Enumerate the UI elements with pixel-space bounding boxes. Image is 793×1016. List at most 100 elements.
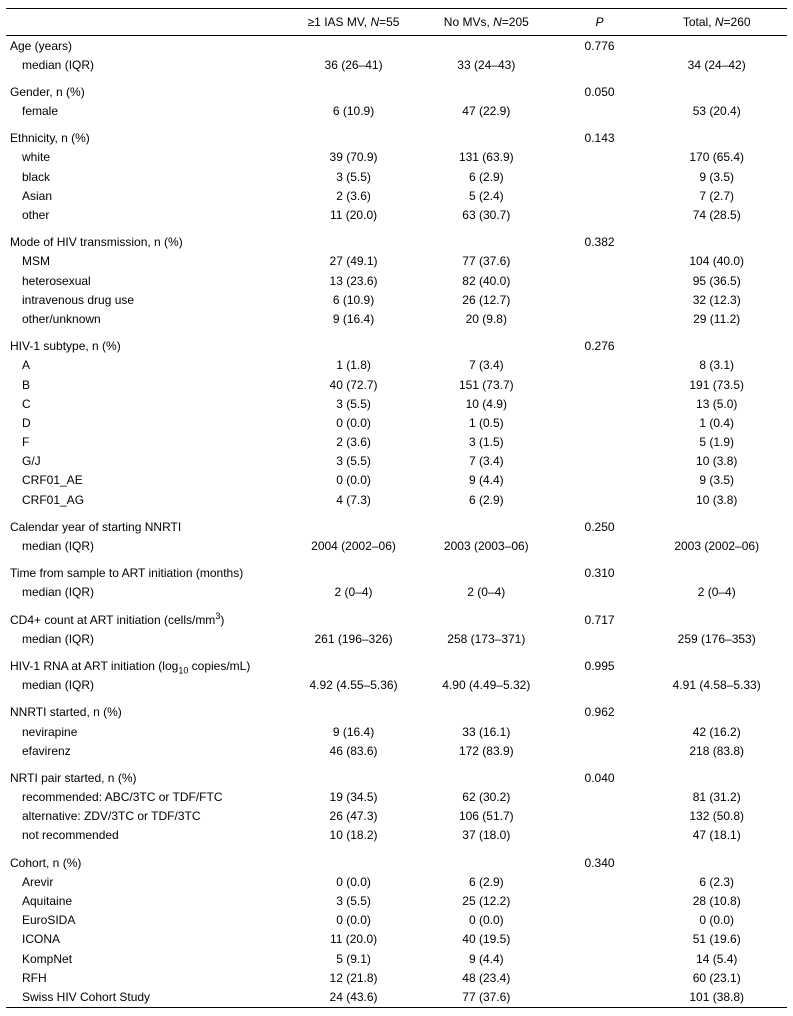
- cell-p: [553, 826, 647, 845]
- cell-total: 6 (2.3): [646, 872, 787, 891]
- section-header: Time from sample to ART initiation (mont…: [6, 564, 787, 583]
- table-row: black3 (5.5)6 (2.9)9 (3.5): [6, 167, 787, 186]
- cell-nomv: 0 (0.0): [420, 911, 553, 930]
- cell-p: [553, 490, 647, 509]
- cell-total: 5 (1.9): [646, 433, 787, 452]
- cell-nomv: 4.90 (4.49–5.32): [420, 676, 553, 695]
- row-label: intravenous drug use: [6, 290, 287, 309]
- table-row: D0 (0.0)1 (0.5)1 (0.4): [6, 413, 787, 432]
- cell-nomv: 9 (4.4): [420, 471, 553, 490]
- cell-mv: 11 (20.0): [287, 930, 420, 949]
- table-row: Swiss HIV Cohort Study24 (43.6)77 (37.6)…: [6, 987, 787, 1007]
- row-label: median (IQR): [6, 676, 287, 695]
- cell: [646, 233, 787, 252]
- row-label: C: [6, 394, 287, 413]
- row-label: other/unknown: [6, 309, 287, 328]
- cell-nomv: 26 (12.7): [420, 290, 553, 309]
- cell: [646, 656, 787, 675]
- cell: [287, 656, 420, 675]
- cell-p: [553, 55, 647, 74]
- cell-mv: 0 (0.0): [287, 872, 420, 891]
- cell-total: 10 (3.8): [646, 490, 787, 509]
- cell-nomv: 77 (37.6): [420, 987, 553, 1007]
- cell-mv: 3 (5.5): [287, 167, 420, 186]
- cell-nomv: 9 (4.4): [420, 949, 553, 968]
- section-label: Time from sample to ART initiation (mont…: [6, 564, 287, 583]
- cell-total: 14 (5.4): [646, 949, 787, 968]
- row-label: median (IQR): [6, 629, 287, 648]
- cell-p: [553, 471, 647, 490]
- row-label: median (IQR): [6, 537, 287, 556]
- cell-mv: 12 (21.8): [287, 968, 420, 987]
- cell-total: 7 (2.7): [646, 186, 787, 205]
- row-label: Asian: [6, 186, 287, 205]
- cell-total: 95 (36.5): [646, 271, 787, 290]
- cell-total: 0 (0.0): [646, 911, 787, 930]
- table-row: white39 (70.9)131 (63.9)170 (65.4): [6, 148, 787, 167]
- cell-mv: 4 (7.3): [287, 490, 420, 509]
- table-row: A1 (1.8)7 (3.4)8 (3.1): [6, 356, 787, 375]
- table-row: Aquitaine3 (5.5)25 (12.2)28 (10.8): [6, 892, 787, 911]
- row-label: ICONA: [6, 930, 287, 949]
- section-label: Calendar year of starting NNRTI: [6, 517, 287, 536]
- cell-p: [553, 788, 647, 807]
- cell-total: 9 (3.5): [646, 167, 787, 186]
- cell-mv: 2 (3.6): [287, 433, 420, 452]
- cell-mv: 6 (10.9): [287, 102, 420, 121]
- header-mv: ≥1 IAS MV, N=55: [287, 9, 420, 36]
- cell-total: 10 (3.8): [646, 452, 787, 471]
- cell-total: 170 (65.4): [646, 148, 787, 167]
- cell: [287, 82, 420, 101]
- table-row: median (IQR)2 (0–4)2 (0–4)2 (0–4): [6, 583, 787, 602]
- cell-p: [553, 537, 647, 556]
- table-row: other/unknown9 (16.4)20 (9.8)29 (11.2): [6, 309, 787, 328]
- cell: [420, 129, 553, 148]
- cell-nomv: 48 (23.4): [420, 968, 553, 987]
- cell: [287, 768, 420, 787]
- cell-nomv: 172 (83.9): [420, 741, 553, 760]
- cell-nomv: 6 (2.9): [420, 872, 553, 891]
- cell-nomv: 77 (37.6): [420, 252, 553, 271]
- header-row: ≥1 IAS MV, N=55 No MVs, N=205 P Total, N…: [6, 9, 787, 36]
- table-row: F2 (3.6)3 (1.5)5 (1.9): [6, 433, 787, 452]
- cell-nomv: 33 (24–43): [420, 55, 553, 74]
- table-row: other11 (20.0)63 (30.7)74 (28.5): [6, 206, 787, 225]
- section-header: Calendar year of starting NNRTI0.250: [6, 517, 787, 536]
- cell-mv: 3 (5.5): [287, 892, 420, 911]
- section-label: Age (years): [6, 36, 287, 56]
- row-label: other: [6, 206, 287, 225]
- cell-p: [553, 102, 647, 121]
- section-label: NNRTI started, n (%): [6, 703, 287, 722]
- table-row: Asian2 (3.6)5 (2.4)7 (2.7): [6, 186, 787, 205]
- cell-p: [553, 583, 647, 602]
- section-header: Cohort, n (%)0.340: [6, 853, 787, 872]
- row-label: MSM: [6, 252, 287, 271]
- section-header: CD4+ count at ART initiation (cells/mm3)…: [6, 610, 787, 629]
- section-label: Ethnicity, n (%): [6, 129, 287, 148]
- row-label: CRF01_AG: [6, 490, 287, 509]
- cell: [287, 233, 420, 252]
- cell-mv: 19 (34.5): [287, 788, 420, 807]
- cell-p: [553, 807, 647, 826]
- p-value: 0.310: [553, 564, 647, 583]
- cell-nomv: 62 (30.2): [420, 788, 553, 807]
- section-label: HIV-1 RNA at ART initiation (log10 copie…: [6, 656, 287, 675]
- row-label: heterosexual: [6, 271, 287, 290]
- table-row: not recommended10 (18.2)37 (18.0)47 (18.…: [6, 826, 787, 845]
- row-label: KompNet: [6, 949, 287, 968]
- cell-mv: 40 (72.7): [287, 375, 420, 394]
- p-value: 0.995: [553, 656, 647, 675]
- cell-p: [553, 949, 647, 968]
- table-row: median (IQR)261 (196–326)258 (173–371)25…: [6, 629, 787, 648]
- cell: [646, 337, 787, 356]
- cell-p: [553, 148, 647, 167]
- section-header: NNRTI started, n (%)0.962: [6, 703, 787, 722]
- cell-total: 101 (38.8): [646, 987, 787, 1007]
- cell-nomv: 2003 (2003–06): [420, 537, 553, 556]
- row-label: CRF01_AE: [6, 471, 287, 490]
- row-label: recommended: ABC/3TC or TDF/FTC: [6, 788, 287, 807]
- cell-mv: 2 (0–4): [287, 583, 420, 602]
- section-header: Ethnicity, n (%)0.143: [6, 129, 787, 148]
- cell-nomv: 5 (2.4): [420, 186, 553, 205]
- cell: [420, 233, 553, 252]
